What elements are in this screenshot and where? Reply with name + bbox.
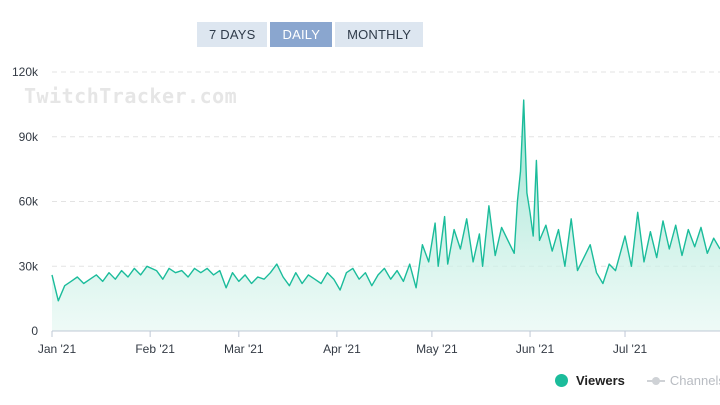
x-tick-label: Apr '21: [323, 342, 361, 356]
tab-daily[interactable]: DAILY: [270, 22, 333, 47]
x-tick-label: Jun '21: [516, 342, 555, 356]
x-tick-label: Jul '21: [613, 342, 648, 356]
watermark: TwitchTracker.com: [24, 84, 237, 108]
legend: Viewers Channels: [555, 373, 720, 388]
y-tick-label: 120k: [12, 65, 39, 79]
x-tick-label: May '21: [416, 342, 458, 356]
x-axis: Jan '21 Feb '21 Mar '21 Apr '21 May '21 Jun '…: [38, 330, 720, 356]
y-tick-label: 0: [31, 324, 38, 338]
channels-line-icon: [646, 374, 665, 387]
time-range-tabs: 7 DAYS DAILY MONTHLY: [197, 22, 424, 47]
legend-viewers-label: Viewers: [576, 373, 625, 388]
tab-monthly[interactable]: MONTHLY: [335, 22, 424, 47]
y-tick-label: 30k: [19, 259, 39, 273]
legend-channels[interactable]: Channels: [646, 373, 720, 388]
viewers-line: [51, 99, 720, 302]
series-viewers: [51, 99, 720, 331]
x-tick-label: Feb '21: [135, 342, 175, 356]
y-tick-label: 60k: [19, 195, 39, 209]
tab-7-days[interactable]: 7 DAYS: [197, 22, 268, 47]
legend-channels-label: Channels: [669, 373, 720, 388]
x-tick-label: Jan '21: [38, 342, 77, 356]
viewers-dot-icon: [555, 374, 568, 387]
x-tick-label: Mar '21: [224, 342, 264, 356]
viewers-area: [52, 100, 720, 331]
legend-viewers[interactable]: Viewers: [555, 373, 625, 388]
y-tick-label: 90k: [19, 130, 39, 144]
y-axis: 0 30k 60k 90k 120k: [12, 65, 39, 338]
grid-lines: [52, 71, 720, 267]
